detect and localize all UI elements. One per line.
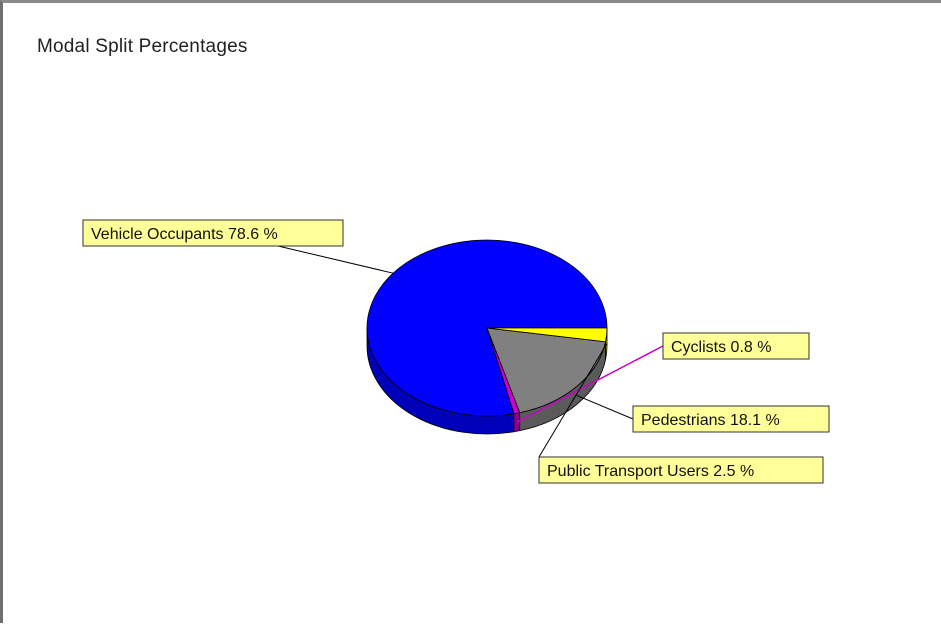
pie-chart: Vehicle Occupants 78.6 % Cyclists 0.8 % …	[82, 219, 830, 484]
slice-label-box	[538, 456, 824, 484]
leader-lines	[277, 245, 664, 458]
pie-slice-vehicle-occupants	[366, 239, 608, 417]
leader-line-pedestrians	[576, 394, 634, 420]
slice-label-public-transport-users: Public Transport Users 2.5 %	[538, 456, 824, 484]
pie-top-layer	[366, 239, 608, 417]
slice-label-text: Vehicle Occupants 78.6 %	[91, 226, 278, 243]
pie-slice-public-transport-users	[486, 327, 608, 343]
slice-label-text: Pedestrians 18.1 %	[641, 412, 780, 429]
slice-label-box	[632, 405, 830, 433]
slice-label-vehicle-occupants: Vehicle Occupants 78.6 %	[82, 219, 344, 247]
slice-label-box	[662, 332, 810, 360]
slice-label-text: Public Transport Users 2.5 %	[547, 463, 754, 480]
leader-line-public-transport-users	[538, 343, 608, 458]
leader-line-vehicle-occupants	[277, 245, 394, 274]
slice-label-text: Cyclists 0.8 %	[671, 339, 771, 356]
chart-title: Modal Split Percentages	[37, 36, 248, 57]
leader-line-cyclists	[516, 345, 664, 423]
slice-label-box	[82, 219, 344, 247]
slice-label-cyclists: Cyclists 0.8 %	[662, 332, 810, 360]
slice-label-pedestrians: Pedestrians 18.1 %	[632, 405, 830, 433]
